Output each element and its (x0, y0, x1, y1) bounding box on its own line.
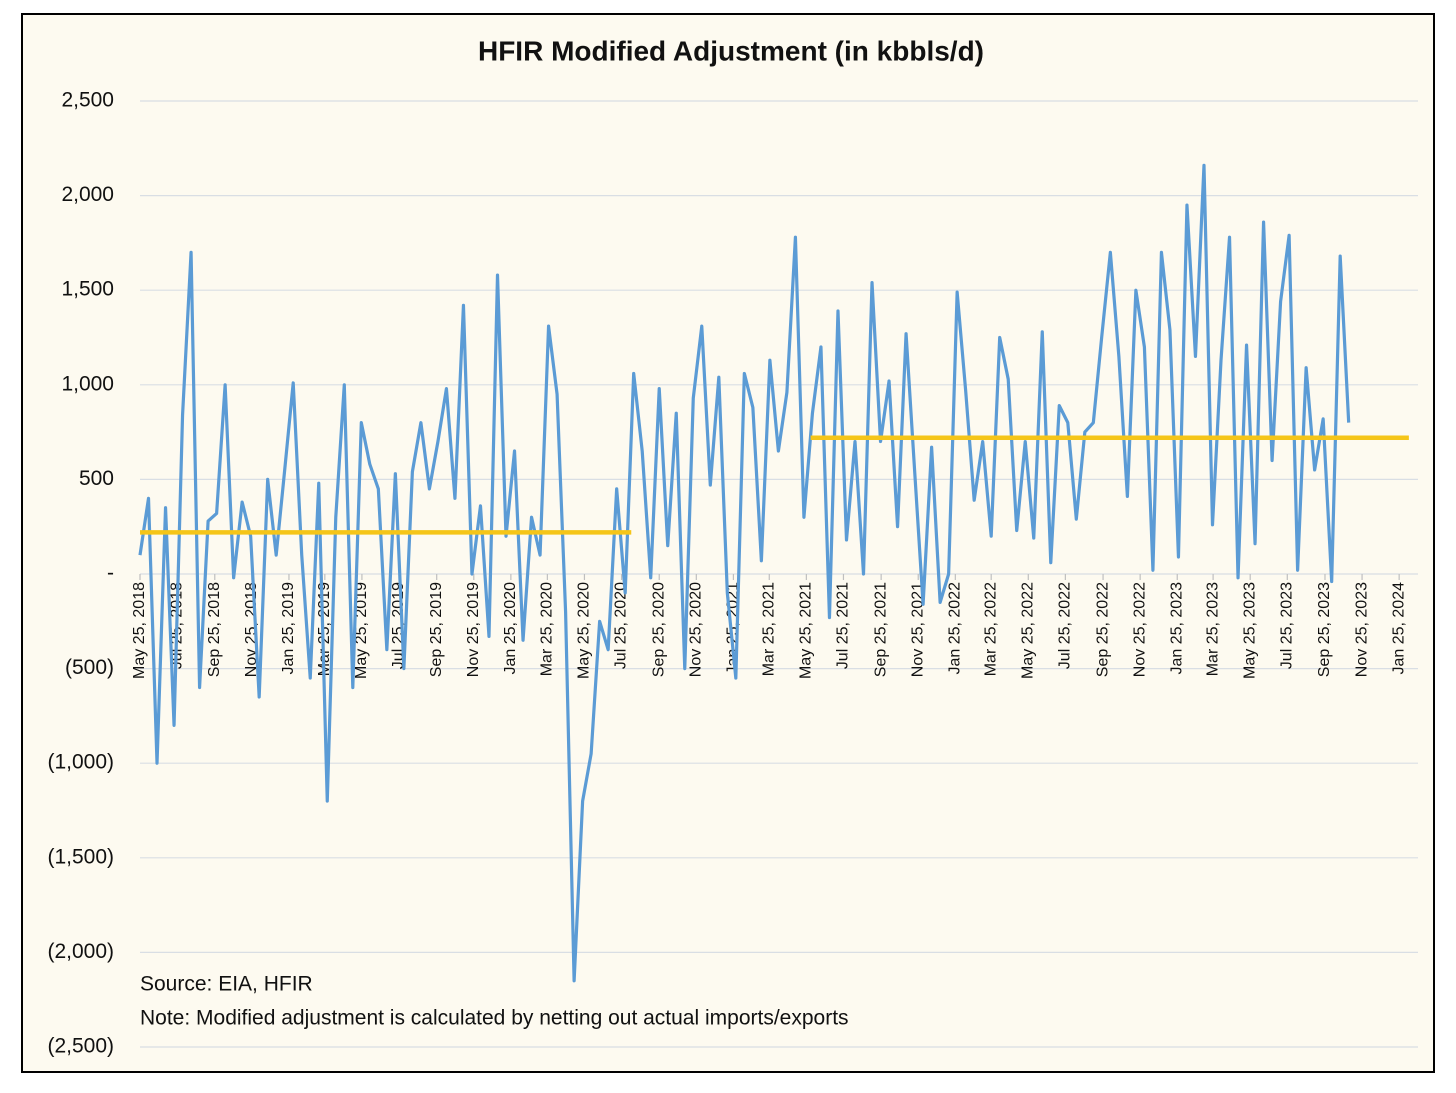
y-tick-label: - (107, 562, 114, 585)
x-tick-label: May 25, 2022 (1019, 582, 1036, 679)
x-tick-label: May 25, 2023 (1241, 582, 1258, 679)
x-tick-label: Mar 25, 2021 (760, 582, 777, 676)
x-tick-label: Jan 25, 2023 (1168, 582, 1185, 675)
x-tick-label: Sep 25, 2021 (872, 582, 889, 677)
x-tick-label: May 25, 2020 (576, 582, 593, 679)
x-tick-label: Jan 25, 2019 (280, 582, 297, 675)
x-tick-label: Jul 25, 2020 (613, 582, 630, 669)
chart-frame (21, 13, 1435, 1073)
y-tick-label: (500) (65, 656, 114, 679)
x-tick-label: Nov 25, 2019 (465, 582, 482, 677)
y-tick-label: (2,000) (47, 940, 114, 963)
x-tick-label: Sep 25, 2019 (428, 582, 445, 677)
x-tick-label: Sep 25, 2023 (1316, 582, 1333, 677)
x-tick-label: Mar 25, 2020 (539, 582, 556, 676)
y-tick-label: (2,500) (47, 1035, 114, 1058)
x-tick-label: May 25, 2018 (131, 582, 148, 679)
data-line (138, 163, 1351, 983)
x-tick-label: Jan 25, 2020 (502, 582, 519, 675)
x-tick-label: Nov 25, 2023 (1353, 582, 1370, 677)
x-tick-label: Jul 25, 2021 (835, 582, 852, 669)
x-tick-label: Mar 25, 2022 (982, 582, 999, 676)
y-tick-label: (1,000) (47, 751, 114, 774)
x-tick-label: Sep 25, 2020 (650, 582, 667, 677)
method-note: Note: Modified adjustment is calculated … (140, 1007, 849, 1030)
chart-title: HFIR Modified Adjustment (in kbbls/d) (478, 35, 984, 66)
x-tick-label: Nov 25, 2021 (909, 582, 926, 677)
y-tick-label: 2,000 (61, 183, 114, 206)
x-tick-label: May 25, 2019 (353, 582, 370, 679)
y-tick-label: 2,500 (61, 89, 114, 112)
x-tick-label: Nov 25, 2020 (688, 582, 705, 677)
x-tick-label: Jan 25, 2022 (947, 582, 964, 675)
y-tick-label: 500 (79, 467, 114, 490)
x-tick-label: Jan 25, 2024 (1390, 582, 1407, 675)
y-tick-label: 1,000 (61, 372, 114, 395)
source-note: Source: EIA, HFIR (140, 973, 313, 996)
x-tick-label: Mar 25, 2023 (1204, 582, 1221, 676)
x-tick-label: Mar 25, 2019 (316, 582, 333, 676)
y-tick-label: 1,500 (61, 278, 114, 301)
x-tick-label: Sep 25, 2022 (1094, 582, 1111, 677)
x-tick-label: Jul 25, 2023 (1279, 582, 1296, 669)
x-tick-label: Nov 25, 2022 (1131, 582, 1148, 677)
x-tick-label: Jul 25, 2022 (1057, 582, 1074, 669)
y-tick-label: (1,500) (47, 845, 114, 868)
x-tick-label: May 25, 2021 (798, 582, 815, 679)
x-tick-label: Sep 25, 2018 (206, 582, 223, 677)
